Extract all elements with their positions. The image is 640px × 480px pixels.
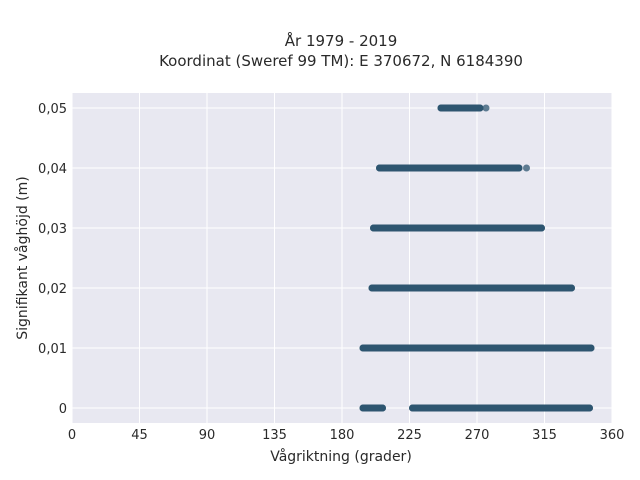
data-point (482, 104, 490, 112)
x-tick-label: 270 (465, 428, 490, 443)
chart-title-line-2: Koordinat (Sweref 99 TM): E 370672, N 61… (159, 52, 523, 70)
data-point (359, 404, 367, 412)
x-tick-label: 135 (262, 428, 287, 443)
data-point (359, 344, 367, 352)
data-point (437, 104, 445, 112)
y-tick-label: 0,03 (38, 222, 67, 237)
data-point (376, 164, 383, 172)
x-tick-label: 225 (397, 428, 422, 443)
data-point (586, 404, 593, 412)
y-tick-label: 0,04 (38, 162, 67, 177)
data-point (379, 404, 386, 412)
x-tick-label: 180 (330, 428, 355, 443)
data-point-band (437, 104, 484, 112)
x-tick-label: 90 (199, 428, 216, 443)
data-point (523, 164, 530, 172)
data-point-band (370, 224, 545, 232)
y-tick-label: 0,05 (38, 102, 67, 117)
data-point-band (376, 164, 523, 172)
y-tick-label: 0 (59, 402, 67, 417)
x-axis-label: Vågriktning (grader) (270, 448, 412, 465)
data-point (538, 224, 545, 232)
data-point-band (359, 344, 595, 352)
y-axis-label: Signifikant våghöjd (m) (14, 176, 31, 339)
data-point (368, 284, 376, 292)
data-point (587, 344, 595, 352)
x-axis-ticks: 0 45 90 135 180 225 270 315 360 (68, 428, 625, 443)
y-tick-label: 0,02 (38, 282, 67, 297)
x-tick-label: 360 (600, 428, 625, 443)
x-tick-label: 45 (131, 428, 148, 443)
data-point (409, 404, 416, 412)
x-tick-label: 0 (68, 428, 76, 443)
data-point (515, 164, 523, 172)
data-point-band (368, 284, 575, 292)
x-tick-label: 315 (532, 428, 557, 443)
data-point-band (359, 404, 386, 412)
chart-title-line-1: År 1979 - 2019 (285, 31, 398, 50)
data-point-band (409, 404, 593, 412)
data-point (568, 284, 575, 292)
y-tick-label: 0,01 (38, 342, 67, 357)
y-axis-ticks: 0 0,01 0,02 0,03 0,04 0,05 (38, 102, 67, 417)
data-points (359, 104, 595, 412)
data-point (476, 104, 484, 112)
data-point (370, 224, 377, 232)
